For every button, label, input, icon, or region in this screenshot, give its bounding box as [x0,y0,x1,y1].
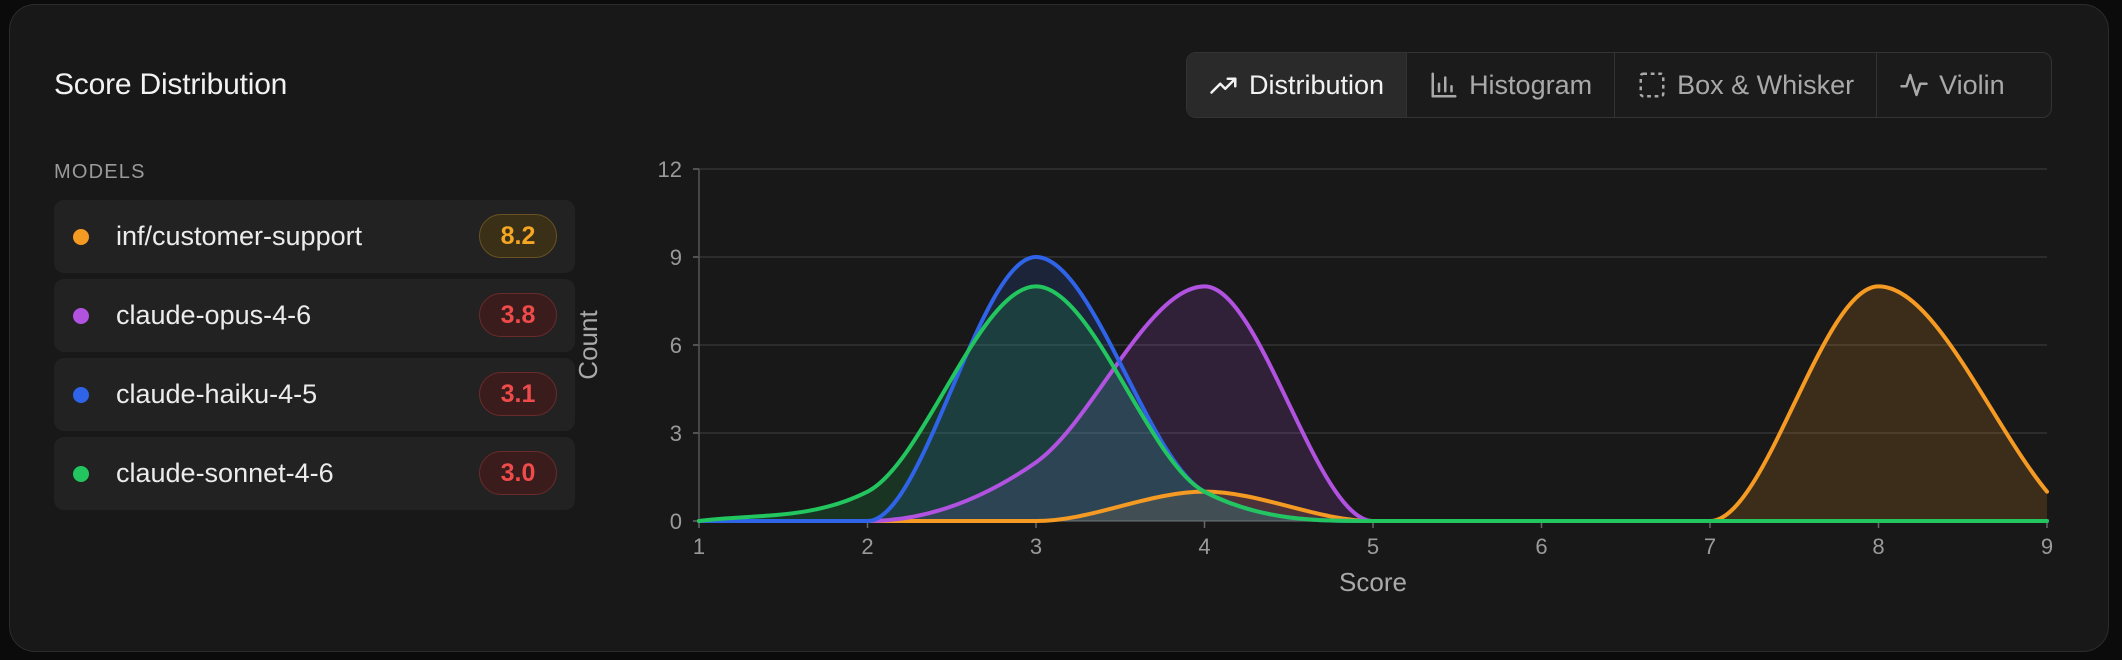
tab-box-whisker[interactable]: Box & Whisker [1615,53,1878,117]
model-list: inf/customer-support 8.2 claude-opus-4-6… [54,200,575,516]
x-tick-label: 3 [1030,534,1042,559]
y-tick-label: 3 [670,421,682,446]
models-section-label: MODELS [54,161,146,183]
x-tick-label: 7 [1704,534,1716,559]
model-row-inf-customer-support[interactable]: inf/customer-support 8.2 [54,200,575,273]
model-row-claude-sonnet-4-6[interactable]: claude-sonnet-4-6 3.0 [54,437,575,510]
series-line [697,284,2049,524]
y-axis-label: Count [573,310,603,380]
model-name: claude-sonnet-4-6 [116,458,334,488]
x-tick-label: 2 [861,534,873,559]
model-name: claude-opus-4-6 [116,300,312,330]
model-name: inf/customer-support [116,221,363,251]
series-area [699,257,2047,521]
x-tick-label: 5 [1367,534,1379,559]
x-tick-label: 8 [1872,534,1884,559]
model-color-dot [73,229,89,245]
model-row-claude-opus-4-6[interactable]: claude-opus-4-6 3.8 [54,279,575,352]
bar-chart-icon [1431,72,1457,98]
chart-view-tabs: Distribution Histogram Box & Whisker Vio… [1186,52,2052,118]
tab-label: Distribution [1249,69,1385,100]
x-tick-label: 4 [1198,534,1210,559]
model-score-badge: 8.2 [479,214,557,258]
tab-label: Box & Whisker [1677,69,1855,100]
y-tick-label: 0 [670,509,682,534]
x-tick-label: 9 [2041,534,2053,559]
y-tick-label: 12 [658,157,682,182]
tab-label: Violin [1939,69,2005,100]
tab-violin[interactable]: Violin [1877,53,2027,117]
model-score-badge: 3.1 [479,372,557,416]
dashed-box-icon [1639,72,1665,98]
pulse-icon [1900,73,1928,97]
x-axis-label: Score [1339,567,1407,597]
series-area [699,286,2047,521]
model-score-badge: 3.0 [479,451,557,495]
model-score-badge: 3.8 [479,293,557,337]
model-color-dot [73,387,89,403]
model-color-dot [73,308,89,324]
model-row-claude-haiku-4-5[interactable]: claude-haiku-4-5 3.1 [54,358,575,431]
tab-distribution[interactable]: Distribution [1187,53,1408,117]
y-tick-label: 6 [670,333,682,358]
trend-up-icon [1210,77,1237,94]
y-tick-label: 9 [670,245,682,270]
tab-label: Histogram [1469,69,1593,100]
model-color-dot [73,466,89,482]
x-tick-label: 6 [1535,534,1547,559]
model-name: claude-haiku-4-5 [116,379,318,409]
tab-histogram[interactable]: Histogram [1407,53,1616,117]
x-tick-label: 1 [693,534,705,559]
card-title: Score Distribution [54,68,288,101]
